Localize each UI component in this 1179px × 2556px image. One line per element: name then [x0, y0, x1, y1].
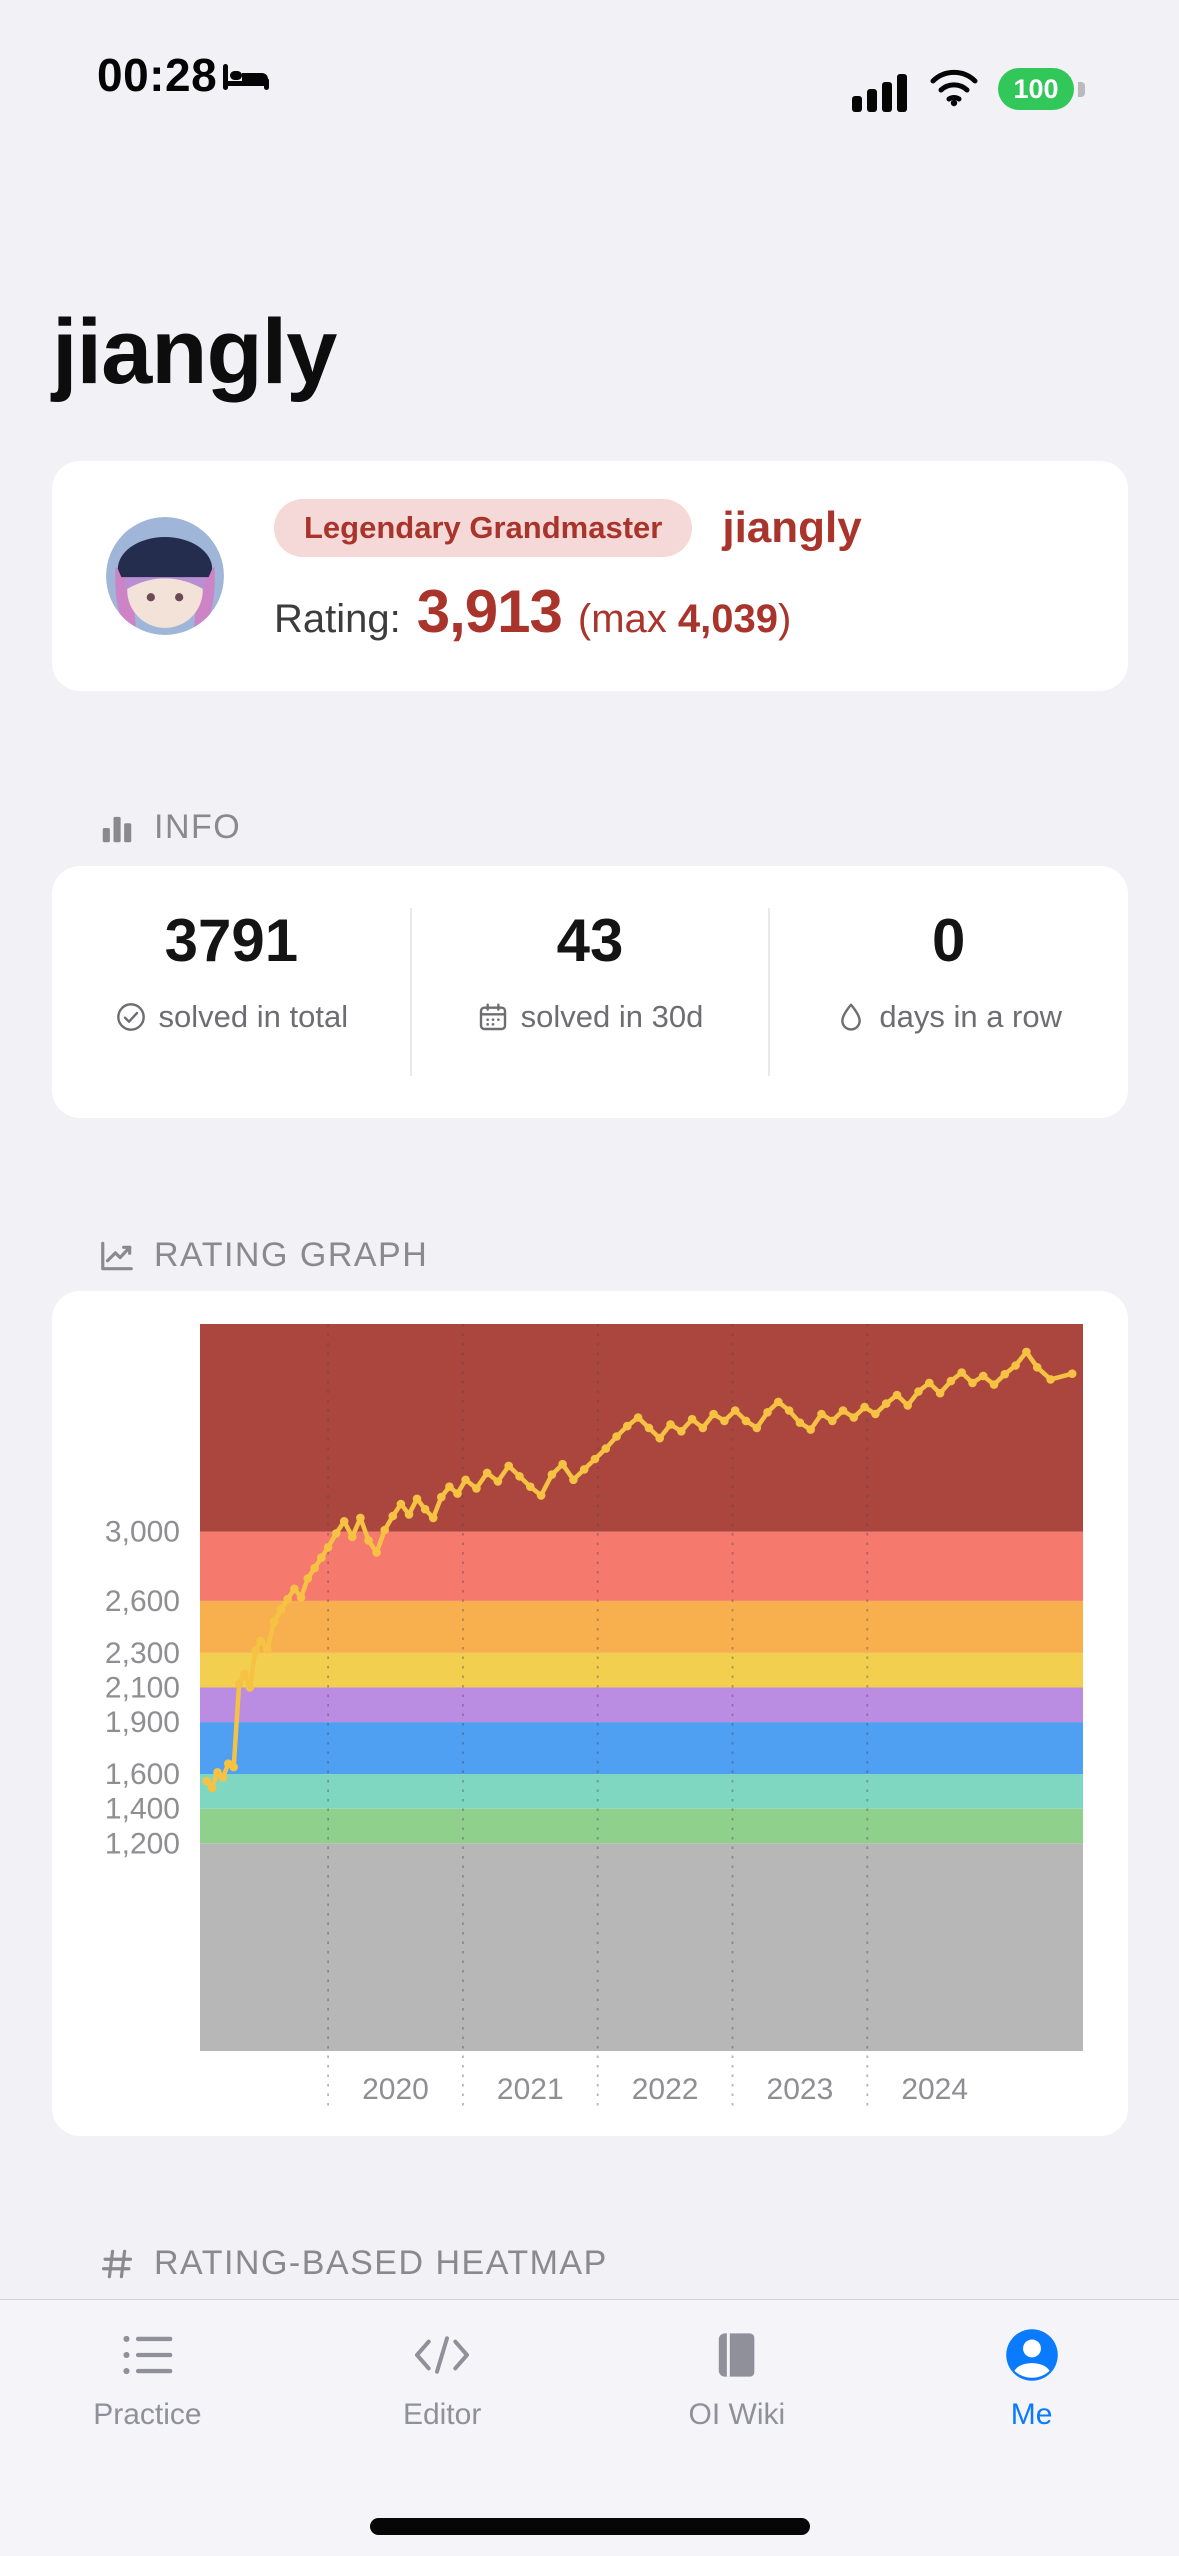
tab-oi-wiki[interactable]: OI Wiki — [590, 2326, 885, 2556]
page-title: jiangly — [52, 301, 337, 403]
rating-graph-section-header: RATING GRAPH — [98, 1236, 428, 1275]
book-icon — [707, 2326, 767, 2384]
status-time: 00:28 — [97, 49, 218, 101]
hash-icon — [101, 2249, 133, 2278]
svg-text:2,600: 2,600 — [105, 1585, 180, 1618]
svg-text:2,100: 2,100 — [105, 1672, 180, 1705]
info-card: 3791 solved in total 43 solve — [52, 866, 1128, 1118]
tab-label: OI Wiki — [688, 2398, 786, 2431]
stat-value: 3791 — [164, 907, 299, 974]
info-section-title: INFO — [154, 808, 242, 846]
sleep-focus-bed-icon — [223, 64, 269, 90]
svg-text:1,900: 1,900 — [105, 1706, 180, 1739]
stat-value: 43 — [556, 907, 624, 974]
stat-solved-30d: 43 solved in 30d — [411, 866, 770, 1118]
tab-bar: Practice Editor OI Wiki — [0, 2299, 1179, 2556]
svg-text:1,400: 1,400 — [105, 1793, 180, 1826]
rating-label: Rating: — [274, 597, 401, 641]
tab-label: Me — [1010, 2398, 1053, 2431]
heatmap-section-header: RATING-BASED HEATMAP — [98, 2244, 608, 2283]
rating-chart-card: 1,200 1,400 1,600 1,900 2,100 2,300 2,600 3,000… — [52, 1291, 1128, 2136]
user-handle: jiangly — [722, 503, 862, 552]
heatmap-section-title: RATING-BASED HEATMAP — [154, 2244, 608, 2282]
divider — [768, 908, 770, 1076]
check-circle-icon — [116, 1003, 145, 1031]
stat-label: solved in 30d — [520, 999, 704, 1034]
person-icon — [1002, 2326, 1062, 2384]
list-icon — [117, 2326, 177, 2384]
bar-chart-icon — [102, 816, 132, 842]
stat-value: 0 — [931, 907, 966, 974]
battery-tip — [1078, 82, 1085, 97]
rating-row: Rating: 3,913 (max 4,039) — [274, 577, 791, 646]
svg-text:2020: 2020 — [362, 2073, 429, 2106]
rating-max: (max 4,039) — [577, 597, 792, 641]
home-indicator[interactable] — [370, 2518, 810, 2535]
svg-text:3,000: 3,000 — [105, 1516, 180, 1549]
battery-icon: 100 — [998, 68, 1074, 110]
wifi-icon — [930, 69, 978, 107]
tab-me[interactable]: Me — [884, 2326, 1179, 2556]
svg-text:2022: 2022 — [632, 2073, 699, 2106]
stat-streak: 0 days in a row — [769, 866, 1128, 1118]
tab-label: Practice — [93, 2398, 202, 2431]
tab-editor[interactable]: Editor — [295, 2326, 590, 2556]
stat-label: solved in total — [158, 999, 349, 1034]
rating-graph-section-title: RATING GRAPH — [154, 1236, 429, 1274]
rank-badge: Legendary Grandmaster — [274, 499, 693, 557]
svg-text:2024: 2024 — [901, 2073, 968, 2106]
line-chart-icon — [101, 1241, 133, 1270]
info-section-header: INFO — [98, 808, 241, 847]
calendar-icon — [479, 1003, 506, 1031]
tab-practice[interactable]: Practice — [0, 2326, 295, 2556]
stat-label: days in a row — [879, 999, 1062, 1034]
rating-value: 3,913 — [416, 578, 563, 645]
cellular-signal-icon — [852, 72, 914, 112]
tab-label: Editor — [402, 2398, 482, 2431]
profile-card[interactable]: Legendary Grandmaster jiangly Rating: 3,… — [52, 461, 1128, 691]
avatar[interactable] — [106, 517, 224, 635]
code-icon — [412, 2326, 472, 2384]
stat-solved-total: 3791 solved in total — [52, 866, 411, 1118]
divider — [410, 908, 412, 1076]
svg-text:1,600: 1,600 — [105, 1758, 180, 1791]
svg-text:2,300: 2,300 — [105, 1637, 180, 1670]
svg-text:2023: 2023 — [767, 2073, 834, 2106]
svg-text:1,200: 1,200 — [105, 1827, 180, 1860]
svg-text:2021: 2021 — [497, 2073, 564, 2106]
battery-percent: 100 — [1013, 73, 1059, 104]
droplet-icon — [841, 1003, 862, 1031]
